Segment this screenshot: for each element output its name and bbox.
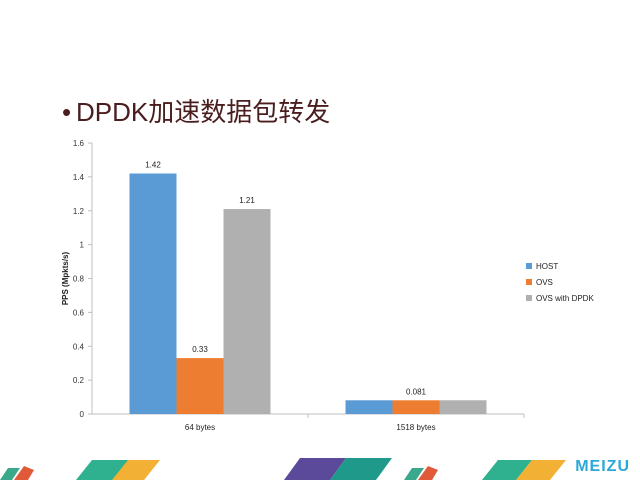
y-tick-label: 0.8	[73, 275, 85, 284]
x-tick-label: 64 bytes	[185, 423, 215, 432]
slide-title: • DPDK加速数据包转发	[62, 92, 330, 129]
meizu-logo: MEIZU	[575, 458, 630, 475]
y-tick-label: 0.6	[73, 308, 85, 317]
bar	[345, 400, 393, 414]
legend-label: OVS with DPDK	[536, 294, 594, 303]
bar	[392, 400, 440, 414]
data-label: 0.33	[192, 345, 208, 354]
bar	[439, 400, 487, 414]
data-label: 1.21	[239, 196, 255, 205]
title-bullet: •	[62, 97, 72, 127]
legend-swatch	[526, 295, 532, 301]
y-tick-label: 1.4	[73, 173, 85, 182]
y-tick-label: 1	[80, 241, 85, 250]
data-label: 1.42	[145, 160, 161, 169]
legend-swatch	[526, 263, 532, 269]
footer-decoration	[0, 458, 566, 480]
x-tick-label: 1518 bytes	[396, 423, 435, 432]
legend-label: HOST	[536, 262, 558, 271]
y-tick-label: 0.4	[73, 342, 85, 351]
y-tick-label: 1.6	[73, 139, 85, 148]
data-label: 0.081	[406, 387, 427, 396]
title-text: DPDK加速数据包转发	[76, 97, 331, 127]
y-tick-label: 0	[80, 410, 85, 419]
bar	[129, 173, 177, 414]
legend-label: OVS	[536, 278, 553, 287]
y-tick-label: 0.2	[73, 376, 85, 385]
bar	[223, 209, 271, 414]
legend-swatch	[526, 279, 532, 285]
y-tick-label: 1.2	[73, 207, 85, 216]
bar	[176, 358, 224, 414]
y-axis-title: PPS (Mpkts/s)	[61, 251, 70, 305]
